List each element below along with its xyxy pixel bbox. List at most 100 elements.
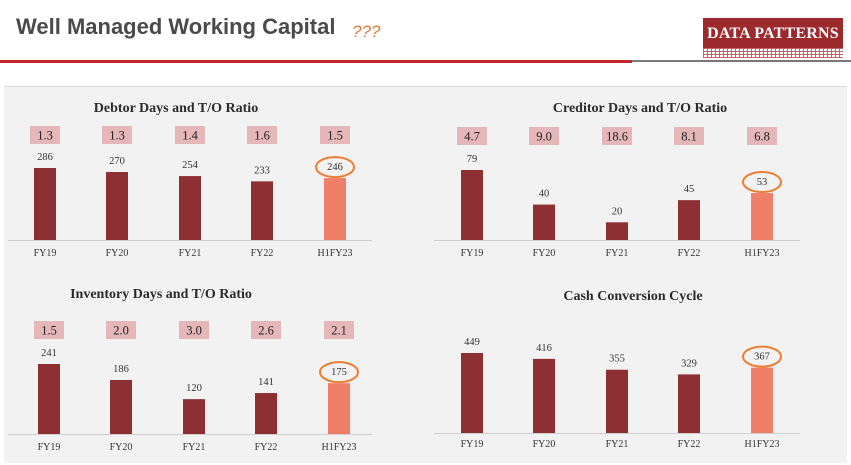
data-label: 329 bbox=[681, 358, 697, 369]
chart-2: Creditor Days and T/O Ratio 79 FY19 4.7 40 FY… bbox=[434, 101, 800, 259]
data-label: 233 bbox=[254, 165, 270, 176]
bar bbox=[255, 393, 277, 434]
ratio-box bbox=[106, 321, 136, 339]
data-label: 186 bbox=[113, 364, 129, 375]
x-tick-label: FY21 bbox=[179, 248, 202, 259]
company-logo: DATA PATTERNS bbox=[703, 18, 843, 58]
x-tick-label: FY21 bbox=[606, 439, 629, 450]
bar bbox=[324, 178, 346, 240]
bar bbox=[328, 383, 350, 434]
data-label: 120 bbox=[186, 383, 202, 394]
x-tick-label: FY19 bbox=[38, 442, 61, 453]
ratio-box bbox=[34, 321, 64, 339]
annotation-question-marks: ??? bbox=[352, 22, 381, 41]
chart-title: Creditor Days and T/O Ratio bbox=[553, 101, 727, 116]
ratio-label: 1.5 bbox=[327, 129, 343, 143]
ratio-label: 1.3 bbox=[37, 129, 53, 143]
ratio-label: 2.0 bbox=[113, 324, 129, 338]
x-tick-label: H1FY23 bbox=[744, 439, 779, 450]
bar bbox=[110, 379, 132, 434]
data-label: 286 bbox=[37, 152, 53, 163]
x-tick-label: FY20 bbox=[106, 248, 129, 259]
chart-3: Inventory Days and T/O Ratio 241 FY19 1.5 18… bbox=[8, 287, 372, 453]
ratio-label: 2.6 bbox=[258, 324, 274, 338]
slide-header: Well Managed Working Capital ??? DATA PA… bbox=[0, 0, 851, 62]
bar bbox=[533, 358, 555, 433]
ratio-label: 3.0 bbox=[186, 324, 202, 338]
ratio-box bbox=[175, 126, 205, 144]
x-tick-label: FY19 bbox=[461, 439, 484, 450]
highlight-circle bbox=[319, 361, 359, 384]
ratio-label: 1.6 bbox=[254, 129, 270, 143]
x-tick-label: FY20 bbox=[533, 439, 556, 450]
slide-title: Well Managed Working Capital bbox=[16, 14, 336, 39]
bar bbox=[38, 364, 60, 434]
bar bbox=[251, 181, 273, 240]
x-tick-label: FY22 bbox=[678, 248, 701, 259]
charts-panel bbox=[4, 86, 847, 463]
highlight-circle bbox=[315, 156, 355, 179]
x-tick-label: FY19 bbox=[34, 248, 57, 259]
data-label: 53 bbox=[757, 177, 768, 188]
ratio-box bbox=[674, 127, 704, 145]
data-label: 175 bbox=[331, 367, 347, 378]
x-tick-label: FY21 bbox=[606, 248, 629, 259]
bar bbox=[751, 193, 773, 240]
chart-title: Debtor Days and T/O Ratio bbox=[94, 101, 258, 116]
x-tick-label: H1FY23 bbox=[744, 248, 779, 259]
data-label: 246 bbox=[327, 162, 343, 173]
data-label: 40 bbox=[539, 189, 550, 200]
data-label: 79 bbox=[467, 154, 478, 165]
highlight-circle bbox=[742, 171, 782, 194]
ratio-box bbox=[247, 126, 277, 144]
data-label: 241 bbox=[41, 348, 57, 359]
data-label: 254 bbox=[182, 160, 199, 171]
x-tick-label: FY21 bbox=[183, 442, 206, 453]
bar bbox=[106, 172, 128, 240]
bar bbox=[179, 176, 201, 240]
chart-title: Inventory Days and T/O Ratio bbox=[70, 287, 252, 302]
header-divider-red bbox=[0, 60, 632, 63]
ratio-box bbox=[320, 126, 350, 144]
data-label: 270 bbox=[109, 156, 125, 167]
logo-grid-pattern bbox=[703, 48, 843, 58]
data-label: 141 bbox=[258, 377, 274, 388]
x-tick-label: FY22 bbox=[255, 442, 278, 453]
x-tick-label: FY19 bbox=[461, 248, 484, 259]
chart-1: Debtor Days and T/O Ratio 286 FY19 1.3 270 FY… bbox=[8, 101, 372, 259]
x-tick-label: FY22 bbox=[251, 248, 274, 259]
bar bbox=[606, 369, 628, 433]
ratio-label: 6.8 bbox=[754, 130, 770, 144]
bar bbox=[183, 399, 205, 434]
x-tick-label: FY20 bbox=[110, 442, 133, 453]
data-label: 449 bbox=[464, 337, 480, 348]
x-tick-label: FY20 bbox=[533, 248, 556, 259]
ratio-box bbox=[457, 127, 487, 145]
data-label: 416 bbox=[536, 343, 552, 354]
x-tick-label: FY22 bbox=[678, 439, 701, 450]
ratio-box bbox=[747, 127, 777, 145]
ratio-label: 1.3 bbox=[109, 129, 125, 143]
ratio-box bbox=[179, 321, 209, 339]
bar bbox=[606, 222, 628, 240]
ratio-box bbox=[324, 321, 354, 339]
data-label: 45 bbox=[684, 184, 695, 195]
chart-4: Cash Conversion Cycle 449 FY19 416 FY20 355 FY… bbox=[434, 289, 800, 450]
ratio-label: 9.0 bbox=[536, 130, 552, 144]
x-tick-label: H1FY23 bbox=[321, 442, 356, 453]
data-label: 20 bbox=[612, 206, 623, 217]
ratio-box bbox=[529, 127, 559, 145]
bar bbox=[751, 367, 773, 433]
highlight-circle bbox=[742, 345, 782, 368]
ratio-box bbox=[602, 127, 632, 145]
x-tick-label: H1FY23 bbox=[317, 248, 352, 259]
ratio-label: 8.1 bbox=[681, 130, 697, 144]
bar bbox=[461, 353, 483, 433]
ratio-box bbox=[102, 126, 132, 144]
ratio-label: 4.7 bbox=[464, 130, 480, 144]
ratio-box bbox=[30, 126, 60, 144]
ratio-box bbox=[251, 321, 281, 339]
ratio-label: 1.4 bbox=[182, 129, 198, 143]
chart-title: Cash Conversion Cycle bbox=[563, 289, 702, 304]
